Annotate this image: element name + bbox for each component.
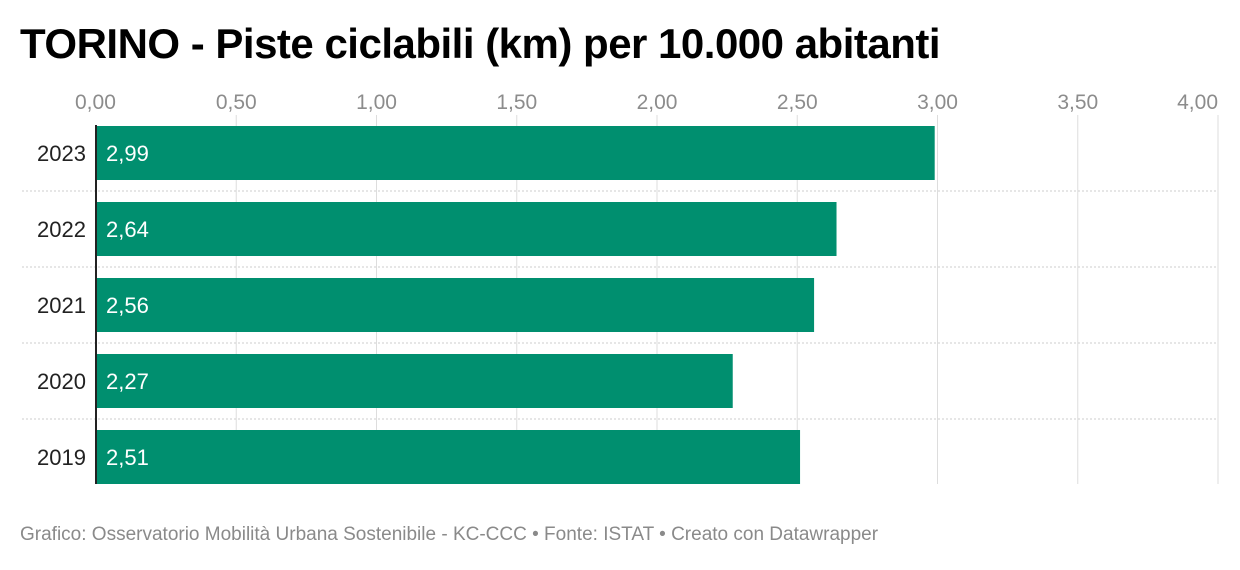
x-tick-label: 3,50 [1057, 91, 1098, 114]
x-tick-label: 1,50 [496, 91, 537, 114]
category-label: 2019 [37, 445, 86, 470]
bar [96, 430, 801, 484]
category-label: 2021 [37, 293, 86, 318]
x-tick-label: 4,00 [1177, 91, 1218, 114]
category-label: 2023 [37, 141, 86, 166]
bar-chart: 0,00 0,50 1,00 1,50 2,00 2,50 3,00 3,50 4,00 202… [22, 91, 1219, 484]
bars: 2023 2,99 2022 2,64 2021 2,56 2020 2,27 2019 2,51 [37, 126, 935, 484]
x-tick-label: 0,00 [75, 91, 116, 114]
category-label: 2022 [37, 217, 86, 242]
x-axis-tick-labels: 0,00 0,50 1,00 1,50 2,00 2,50 3,00 3,50 4,00 [75, 91, 1218, 114]
chart-title: TORINO - Piste ciclabili (km) per 10.000… [20, 20, 941, 67]
bar-value-label: 2,64 [106, 217, 149, 242]
bar-value-label: 2,51 [106, 445, 149, 470]
x-tick-label: 2,50 [777, 91, 818, 114]
bar-value-label: 2,27 [106, 369, 149, 394]
category-label: 2020 [37, 369, 86, 394]
x-tick-label: 0,50 [216, 91, 257, 114]
bar-value-label: 2,99 [106, 141, 149, 166]
chart-footer: Grafico: Osservatorio Mobilità Urbana So… [20, 524, 879, 545]
bar [96, 278, 815, 332]
bar [96, 202, 837, 256]
x-tick-label: 2,00 [637, 91, 678, 114]
x-tick-label: 3,00 [917, 91, 958, 114]
bar [96, 354, 733, 408]
row-separators [22, 190, 1218, 420]
bar [96, 126, 935, 180]
x-tick-label: 1,00 [356, 91, 397, 114]
bar-value-label: 2,56 [106, 293, 149, 318]
